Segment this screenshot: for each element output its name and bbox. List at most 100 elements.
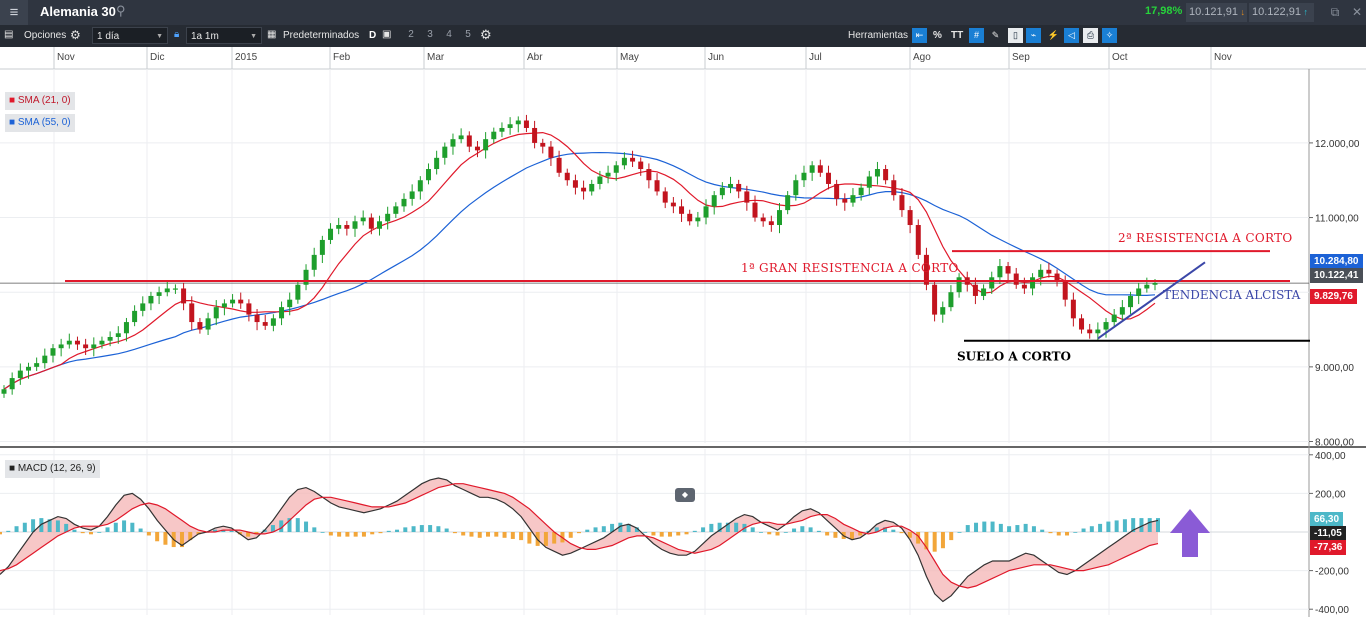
candle-body [1103,322,1109,330]
macd-histogram-bar [717,522,722,532]
macd-histogram-bar [80,532,85,534]
macd-histogram-bar [957,532,962,533]
candle-body [279,307,285,319]
sma21-legend[interactable]: ■ SMA (21, 0) [5,92,75,110]
y-tick-label: 11.000,00 [1315,214,1359,225]
candle-body [719,187,725,196]
macd-y-tick-label: -400,00 [1315,605,1349,616]
candle-body [1144,284,1150,289]
gear-icon[interactable]: ⚙ [70,28,81,42]
preset-5-button[interactable]: 5 [465,29,471,40]
line-tool-icon[interactable]: ⌁ [1026,28,1041,43]
preset-1-icon[interactable]: ▣ [382,29,392,40]
range-select[interactable]: 1a 1m ▼ [186,27,262,44]
macd-histogram-bar [758,532,763,533]
macd-histogram-bar [469,532,474,537]
magic-tool-icon[interactable]: ✧ [1102,28,1117,43]
lock-icon[interactable]: 🔒︎ [174,29,180,40]
macd-histogram-bar [577,532,581,534]
candle-body [556,157,562,173]
presets-icon[interactable]: ▦ [267,29,277,40]
macd-histogram-bar [932,532,937,552]
print-icon[interactable]: ⎙ [1083,28,1098,43]
interval-select[interactable]: 1 día ▼ [92,27,168,44]
x-tick-label: May [620,52,639,63]
candle-body [605,172,611,177]
options-button[interactable]: Opciones [24,30,67,41]
macd-histogram-bar [858,532,863,536]
candle-body [670,202,676,207]
candle-body [1046,269,1052,274]
change-percent: 17,98% [1145,5,1183,17]
macd-histogram-bar [328,532,333,536]
x-tick-label: Jul [809,52,822,63]
chart-svg[interactable]: Nov Dic 2015 Feb Mar Abr May Jun Jul Ago Sep Oct Nov… [0,47,1366,617]
candle-body [352,221,358,229]
macd-histogram-bar [610,523,615,532]
macd-histogram-bar [725,522,730,532]
ask-price[interactable]: 10.122,91 ↑ [1249,3,1314,22]
preset-3-button[interactable]: 3 [427,29,433,40]
macd-histogram-bar [461,532,466,536]
macd-line-tag: -11,05 [1310,526,1346,541]
settings-gear-icon[interactable]: ⚙ [480,27,492,42]
macd-histogram-bar [353,532,358,537]
hamburger-menu-icon[interactable]: ≡ [0,0,28,25]
preset-2-button[interactable]: 2 [408,29,414,40]
options-list-icon[interactable]: ▤ [4,29,14,40]
title-bar: ≡ Alemania 30 ⚲ 17,98% 10.121,91 ↓ 10.12… [0,0,1366,25]
candle-body [156,292,162,296]
candle-body [377,221,383,229]
trend-tool-icon[interactable]: ⚡ [1047,30,1060,40]
candle-body [246,303,252,315]
macd-histogram-bar [775,532,780,536]
grid-tool-icon[interactable]: # [969,28,984,43]
macd-histogram-bar [1131,518,1136,532]
candle-body [1152,283,1158,285]
y-tick-label: 12.000,00 [1315,139,1360,150]
sma55-price-tag: 10.284,80 [1310,254,1363,269]
draw-tool-icon[interactable]: ✎ [991,30,1000,40]
macd-histogram-bar [907,532,912,538]
sma21-price-tag: 9.829,76 [1310,289,1357,304]
candle-body [1136,288,1142,296]
sma55-legend[interactable]: ■ SMA (55, 0) [5,114,75,132]
macd-legend[interactable]: ■ MACD (12, 26, 9) [5,460,100,478]
shape-tool-icon[interactable]: ◁ [1064,28,1079,43]
macd-histogram-bar [510,532,515,539]
bid-price[interactable]: 10.121,91 ↓ [1186,3,1247,22]
detach-window-icon[interactable]: ⧉ [1330,5,1340,19]
candle-body [344,225,350,229]
instrument-title[interactable]: Alemania 30 [40,4,116,19]
macd-signal-line [0,483,1159,589]
macd-histogram-bar [55,520,60,532]
preset-4-button[interactable]: 4 [446,29,452,40]
candle-body [891,180,897,196]
macd-histogram-bar [585,529,590,532]
candle-body [989,277,995,289]
candle-body [172,288,178,290]
percent-button[interactable]: % [933,30,942,41]
search-icon[interactable]: ⚲ [116,3,126,18]
candle-body [1111,314,1117,323]
candle-body [123,322,129,334]
macd-line [0,477,1159,603]
text-tool-button[interactable]: TT [951,30,964,41]
macd-histogram-bar [709,523,714,532]
candle-body [25,366,31,371]
panel-resize-handle[interactable]: ◆ [675,488,695,502]
macd-y-tick-label: -200,00 [1315,567,1349,578]
presets-button[interactable]: Predeterminados [283,30,360,41]
macd-histogram-bar [146,532,151,536]
sma55-legend-label: SMA (55, 0) [17,117,71,128]
candle-body [393,206,399,214]
candle-body [83,344,89,349]
preset-d-button[interactable]: D [369,30,377,41]
macd-histogram-bar [543,532,548,546]
macd-histogram-bar [1073,532,1078,533]
close-icon[interactable]: ✕ [1351,5,1363,19]
cursor-tool-icon[interactable]: ⇤ [912,28,927,43]
candle-tool-icon[interactable]: ▯ [1008,28,1023,43]
macd-histogram-bar [304,521,309,532]
macd-histogram-bar [651,532,656,536]
